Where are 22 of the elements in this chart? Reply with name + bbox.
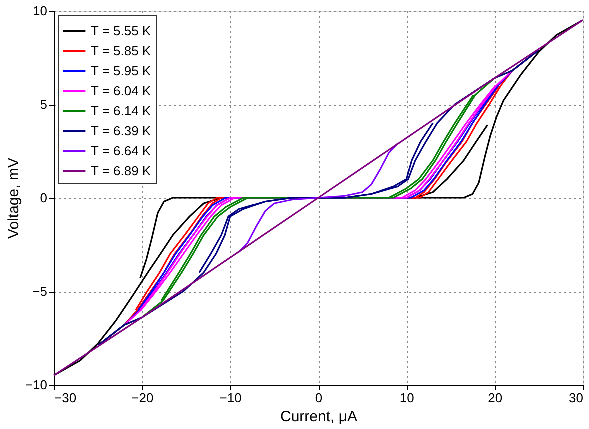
y-tick-label: 10 [33,4,48,18]
y-tick-label: 5 [40,97,48,112]
legend-label: T = 6.04 K [91,84,152,98]
y-axis-title: Voltage, mV [5,158,22,239]
legend-label: T = 6.39 K [91,124,152,138]
x-tick-label: 30 [569,390,584,406]
x-tick-label: 20 [488,390,503,406]
x-tick-label: −20 [132,390,154,406]
x-tick-label: −10 [220,390,242,406]
x-tick-label: −30 [54,390,77,406]
legend-label: T = 5.95 K [91,64,152,78]
legend-label: T = 5.55 K [91,24,152,38]
legend-label: T = 6.89 K [91,164,152,178]
x-axis-title: Current, μA [280,408,358,426]
y-tick-label: −10 [25,378,48,392]
legend-label: T = 6.14 K [91,104,152,118]
legend-label: T = 6.64 K [91,144,152,158]
y-tick-label: −5 [32,284,48,299]
legend-label: T = 5.85 K [91,44,152,58]
y-tick-label: 0 [40,190,48,206]
x-tick-label: 0 [315,390,323,406]
x-tick-label: 10 [400,390,414,406]
